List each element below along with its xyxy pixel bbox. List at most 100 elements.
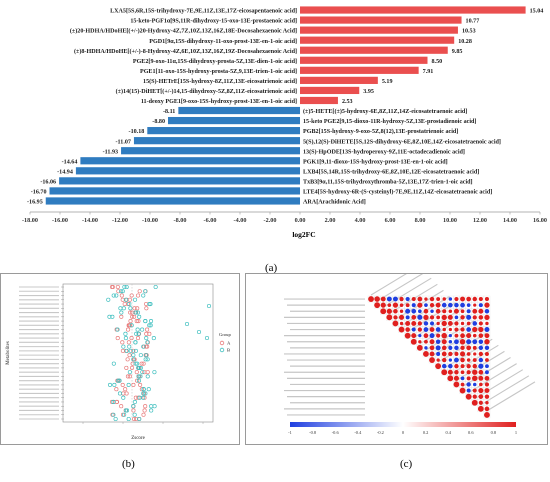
correlation-circle [393, 308, 398, 314]
correlation-circle [454, 345, 459, 351]
correlation-circle [411, 333, 417, 339]
correlation-circle [448, 309, 453, 314]
x-tick-label: -6.00 [204, 217, 217, 224]
dot-group-a [138, 382, 143, 387]
correlation-circle [405, 315, 410, 320]
dot-group-a [134, 370, 139, 375]
correlation-circle [459, 387, 466, 394]
correlation-circle [436, 351, 441, 356]
column-label-placeholder [468, 363, 517, 394]
correlation-circle [466, 333, 472, 339]
value-label: 3.95 [363, 89, 374, 95]
dot-group-a [145, 327, 150, 332]
correlation-circle [374, 296, 380, 302]
correlation-circle [453, 308, 459, 314]
correlation-circle [447, 314, 453, 320]
x-axis-title: Zscore [131, 436, 145, 441]
correlation-circle [485, 401, 489, 405]
correlation-circle [460, 315, 465, 320]
correlation-circle [478, 296, 483, 302]
bar-label: TxB3[9α,11,15S-trihydroxythromba-5Z,13E,… [303, 179, 473, 185]
dot-group-b [143, 357, 148, 362]
correlation-circle [454, 370, 459, 375]
value-label: 9.85 [452, 49, 463, 55]
correlation-circle [411, 308, 417, 314]
dot-group-b [128, 306, 133, 311]
x-axis-title: log2FC [292, 230, 315, 239]
color-scale-tick: -0.8 [309, 430, 317, 435]
dot-group-b [135, 361, 140, 366]
dot-group-a [144, 331, 149, 336]
dot-group-b [138, 365, 143, 370]
dot-group-b [149, 408, 154, 413]
correlation-circle [466, 363, 471, 369]
bar-label: PGD1[9α,15S-dihydroxy-11-oxo-prost-13E-e… [149, 39, 297, 45]
correlation-circle [441, 369, 448, 376]
dot-group-b [111, 399, 116, 405]
bar-label-group: LXA5[5S,6R,15S-trihydroxy-7E,9E,11Z,13E,… [70, 9, 501, 206]
dot-group-b [112, 382, 117, 387]
correlation-circle [404, 332, 411, 339]
y-axis-title: Metabolites [6, 341, 11, 365]
correlation-circle [387, 303, 392, 307]
dot-group-b [114, 293, 119, 298]
correlation-circle [484, 297, 489, 302]
correlation-circle [448, 297, 453, 301]
correlation-circle [448, 345, 453, 350]
bar-label: 13(S)-HpODE[13S-hydroperoxy-9Z,11E-octad… [303, 148, 465, 155]
dot-group-b [144, 336, 149, 341]
dot-group-b [121, 395, 126, 400]
correlation-circle [466, 358, 471, 362]
correlation-circle [411, 296, 416, 302]
correlation-circle [460, 302, 465, 308]
correlation-circle [466, 370, 471, 375]
correlation-circle [454, 296, 459, 302]
correlation-circle [484, 375, 490, 381]
correlation-circle [484, 394, 490, 399]
dot-group-a [143, 404, 148, 409]
bar [133, 137, 300, 145]
dot-group-b [127, 370, 132, 375]
correlation-circle [441, 314, 447, 320]
dot-group-a [133, 395, 138, 400]
x-tick-label: -12.00 [112, 217, 128, 224]
dot-group-a [130, 361, 135, 366]
dot-group-a [115, 284, 120, 290]
bar-label: PGE1[11-oxo-15S-hydroxy-prosta-5Z,9,13E-… [140, 69, 297, 75]
bar [300, 46, 448, 54]
dot-group-a [131, 348, 136, 353]
dot-group-b [123, 297, 128, 302]
dot-group-b [119, 310, 124, 315]
dot-group-b [148, 319, 154, 324]
value-label: -10.18 [129, 129, 145, 135]
correlation-circle [454, 357, 459, 363]
correlation-circle [399, 303, 404, 307]
correlation-circle [442, 297, 446, 301]
dot-group-a [135, 378, 140, 383]
dot-group-b [141, 344, 146, 349]
color-scale-tick: 1 [515, 430, 517, 435]
x-tick-label: 16.00 [533, 217, 547, 224]
correlation-circle [392, 320, 399, 327]
correlation-circle [380, 308, 387, 315]
correlation-circle [435, 345, 441, 351]
correlation-circle [460, 321, 465, 326]
correlation-circle [417, 321, 423, 326]
correlation-circle [368, 296, 374, 302]
dot-group-b [133, 348, 138, 353]
column-label-placeholder [376, 271, 426, 302]
correlation-circle [448, 339, 453, 344]
dot-group-b [133, 310, 138, 315]
correlation-circle [424, 346, 428, 350]
dot-group-a [127, 297, 132, 302]
correlation-circle [460, 364, 465, 369]
correlation-circle [417, 296, 423, 302]
bar-label: LXA5[5S,6R,15S-trihydroxy-7E,9E,11Z,13E,… [110, 9, 297, 15]
dot-group-b [129, 323, 134, 328]
dot-group-b [137, 395, 142, 400]
x-tick-label: -4.00 [234, 217, 247, 224]
correlation-circle [466, 296, 472, 302]
correlation-circle [436, 358, 440, 362]
correlation-circle [405, 296, 410, 302]
correlation-circle [465, 393, 472, 400]
